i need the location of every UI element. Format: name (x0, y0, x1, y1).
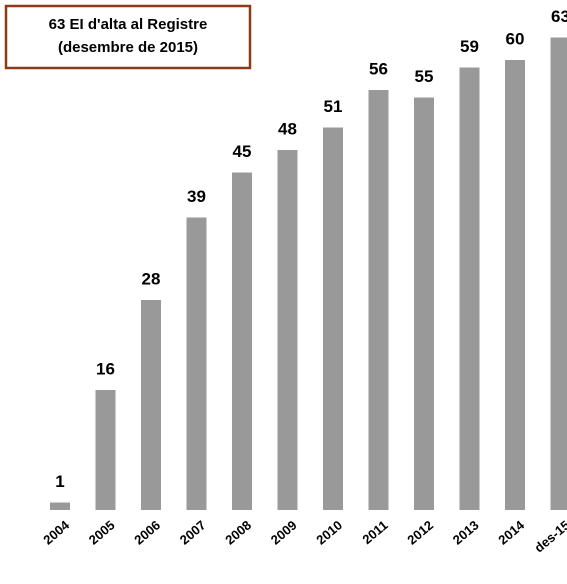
data-label: 60 (506, 29, 525, 48)
bar (323, 127, 343, 510)
x-tick-label: 2007 (177, 517, 209, 547)
data-label: 59 (460, 37, 479, 56)
x-tick-label: 2009 (268, 517, 300, 547)
data-label: 45 (233, 142, 252, 161)
bar (141, 300, 161, 510)
x-tick-label: 2013 (450, 517, 482, 547)
x-tick-label: 2011 (359, 517, 390, 547)
x-tick-label: 2005 (86, 517, 118, 547)
data-label: 48 (278, 119, 297, 138)
data-label: 16 (96, 359, 115, 378)
bar (50, 502, 70, 510)
bar (95, 390, 116, 510)
data-label: 56 (369, 59, 388, 78)
data-label: 39 (187, 187, 206, 206)
chart-title: 63 EI d'alta al Registre (49, 16, 208, 33)
data-label: 51 (324, 97, 343, 116)
x-tick-label: 2004 (40, 517, 72, 548)
bar (277, 150, 298, 510)
x-tick-label: 2006 (131, 517, 163, 547)
bar (368, 90, 389, 510)
x-tick-label: 2014 (495, 517, 527, 548)
x-tick-label: 2008 (222, 517, 254, 547)
x-tick-label: 2012 (404, 517, 436, 547)
bar (459, 67, 480, 510)
data-label: 55 (415, 67, 434, 86)
chart-subtitle: (desembre de 2015) (58, 39, 198, 56)
bar (414, 97, 434, 510)
title-box (4, 4, 252, 70)
data-label: 1 (55, 472, 64, 491)
bar (550, 37, 567, 510)
data-label: 28 (142, 269, 161, 288)
bar (232, 172, 252, 510)
bar (186, 217, 207, 510)
bar (505, 60, 525, 510)
data-label: 63 (551, 7, 567, 26)
x-tick-label: 2010 (313, 517, 345, 547)
x-tick-label: des-15 (531, 517, 567, 555)
